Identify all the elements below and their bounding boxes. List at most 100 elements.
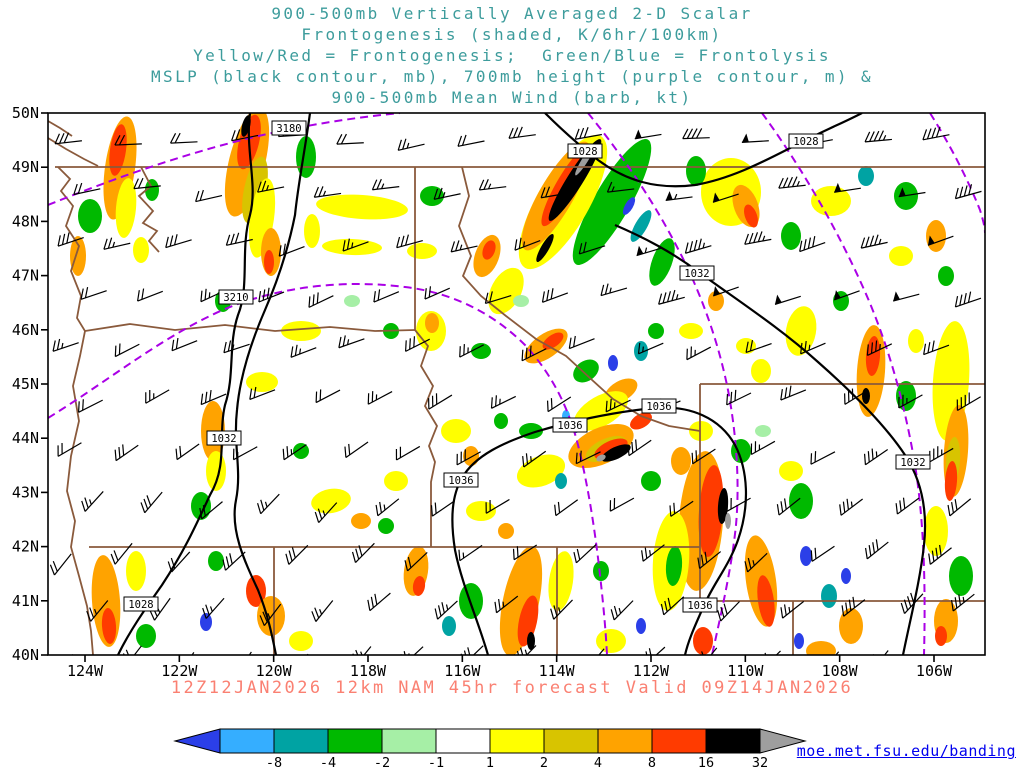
wind-barb xyxy=(290,344,317,358)
contour-label: 3180 xyxy=(271,120,307,136)
wind-barb xyxy=(352,646,372,655)
lat-tick-label: 48N xyxy=(12,212,39,230)
wind-barb xyxy=(200,389,227,406)
figure-title: 900-500mb Vertically Averaged 2-D Scalar… xyxy=(0,3,1024,108)
wind-barb xyxy=(717,601,740,622)
shading-blob xyxy=(926,220,946,252)
lon-tick-label: 122W xyxy=(161,662,198,680)
shading-blob xyxy=(779,461,803,481)
wind-barb xyxy=(433,187,461,200)
wind-barb xyxy=(145,389,170,404)
wind-barb xyxy=(249,386,276,401)
lat-tick-label: 45N xyxy=(12,375,39,393)
title-line-3: Yellow/Red = Frontogenesis; Green/Blue =… xyxy=(193,46,831,65)
shading-blob xyxy=(384,471,408,491)
wind-barb xyxy=(57,442,82,457)
lat-tick-label: 49N xyxy=(12,158,39,176)
shading-blob xyxy=(924,506,948,556)
colorbar-tick-label: 1 xyxy=(486,755,494,768)
wind-barb xyxy=(367,391,393,405)
wind-barb xyxy=(658,289,685,305)
wind-barb xyxy=(165,234,192,249)
wind-barb xyxy=(225,232,253,246)
colorbar-tick-label: -1 xyxy=(428,755,444,768)
shading-blob xyxy=(293,443,309,459)
wind-barb xyxy=(395,445,421,461)
contour-labels: 3180 1028 1028 1032 3210 1032 1036 1036 1036 1032… xyxy=(123,120,931,613)
credit-link[interactable]: moe.met.fsu.edu/banding xyxy=(796,742,1016,760)
wind-barb xyxy=(494,595,519,614)
wind-barb xyxy=(484,291,512,304)
wind-barb xyxy=(122,645,142,655)
shading-blob xyxy=(548,551,574,611)
wind-barb xyxy=(954,184,982,200)
wind-barb xyxy=(223,340,250,354)
shading-blob xyxy=(344,295,360,307)
wind-barb xyxy=(259,603,282,626)
shading-blob xyxy=(471,343,491,359)
contour-label-text: 1032 xyxy=(684,268,709,280)
wind-barb xyxy=(371,178,400,191)
wind-barb xyxy=(308,292,334,308)
wind-barb xyxy=(110,542,133,565)
shading-blob xyxy=(425,313,439,333)
colorbar-segment xyxy=(435,728,491,754)
wind-barb xyxy=(780,600,805,619)
wind-barb xyxy=(351,542,375,563)
wind-barb xyxy=(598,648,605,655)
shading-blob xyxy=(789,483,813,519)
lat-tick-label: 46N xyxy=(12,321,39,339)
wind-barb xyxy=(745,340,772,354)
title-line-2: Frontogenesis (shaded, K/6hr/100km) xyxy=(301,25,723,44)
wind-barb xyxy=(458,544,483,562)
wind-barb xyxy=(833,290,860,301)
contour-label: 1032 xyxy=(895,454,931,470)
wind-barb xyxy=(841,596,866,617)
lon-tick-label: 116W xyxy=(444,662,481,680)
wind-barb xyxy=(686,346,712,361)
wind-barb xyxy=(114,444,139,462)
shading-blob xyxy=(494,413,508,429)
wind-barb xyxy=(169,132,198,144)
wind-barb xyxy=(834,182,861,193)
wind-barb xyxy=(404,336,430,352)
wind-barb xyxy=(367,592,391,612)
wind-barb xyxy=(741,133,769,143)
wind-barb xyxy=(900,592,924,614)
wind-barb xyxy=(133,177,161,190)
state-border-line xyxy=(137,166,160,253)
wind-barb xyxy=(776,497,801,516)
shading-blob xyxy=(944,461,958,501)
wind-barb xyxy=(199,501,223,520)
shading-blob xyxy=(304,214,320,248)
wind-barb xyxy=(424,286,450,300)
contour-label: 1036 xyxy=(682,597,718,613)
colorbar-segment xyxy=(651,728,707,754)
shading-blob xyxy=(648,323,664,339)
lat-tick-label: 41N xyxy=(12,592,39,610)
lon-tick-label: 120W xyxy=(256,662,293,680)
wind-barb xyxy=(257,180,285,193)
wind-barb xyxy=(338,335,365,349)
wind-barb xyxy=(428,393,453,410)
wind-barb xyxy=(568,335,595,350)
wind-barb xyxy=(844,388,869,405)
wind-barb xyxy=(863,448,889,466)
wind-barb xyxy=(541,288,569,303)
wind-barb xyxy=(137,288,164,302)
wind-barb xyxy=(171,338,198,352)
shading-blob xyxy=(513,295,529,307)
wind-barb xyxy=(450,240,478,253)
wind-barb xyxy=(898,187,926,198)
lon-tick-label: 108W xyxy=(822,662,859,680)
wind-barb xyxy=(923,340,950,356)
lon-tick-label: 124W xyxy=(67,662,104,680)
wind-barb xyxy=(609,497,635,512)
shading-blob xyxy=(70,236,86,276)
shading-blob xyxy=(378,518,394,534)
shading-blob xyxy=(665,546,683,586)
wind-barb xyxy=(774,294,801,305)
wind-barb xyxy=(278,243,305,257)
shading-blob xyxy=(689,421,713,441)
shading-blob xyxy=(717,488,729,524)
